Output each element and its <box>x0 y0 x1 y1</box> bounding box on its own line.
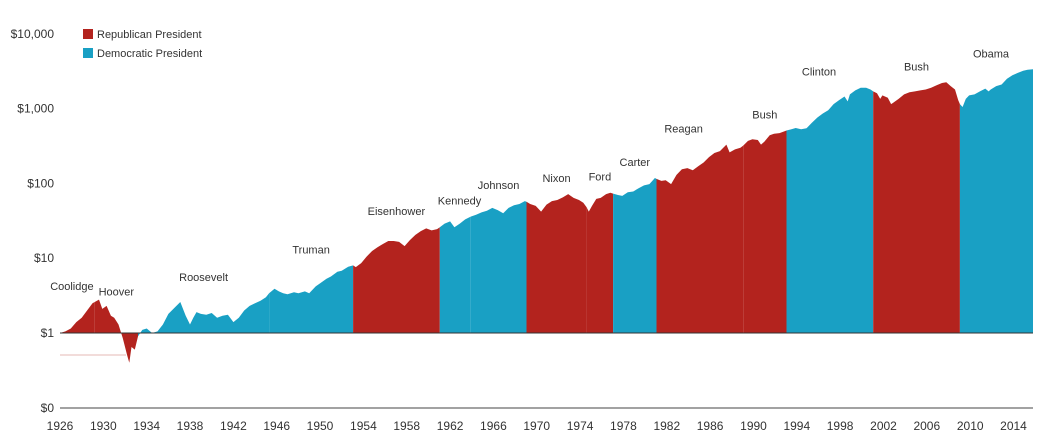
president-label-clinton: Clinton <box>802 67 836 79</box>
x-tick-label: 2014 <box>1000 419 1027 433</box>
x-tick-label: 1990 <box>740 419 767 433</box>
legend: Republican President Democratic Presiden… <box>83 29 202 60</box>
president-label-bush: Bush <box>904 61 929 73</box>
president-label-coolidge: Coolidge <box>50 281 93 293</box>
president-label-eisenhower: Eisenhower <box>368 206 426 218</box>
area-bush-11 <box>743 130 787 333</box>
area-layer <box>60 69 1033 363</box>
x-tick-label: 2006 <box>913 419 940 433</box>
president-label-obama: Obama <box>973 48 1010 60</box>
x-tick-label: 1950 <box>307 419 334 433</box>
y-tick-label: $1 <box>41 326 55 340</box>
president-label-carter: Carter <box>620 157 651 169</box>
x-tick-label: 1978 <box>610 419 637 433</box>
president-label-truman: Truman <box>292 244 330 256</box>
area-carter-9 <box>613 178 657 333</box>
x-tick-label: 2010 <box>957 419 984 433</box>
x-tick-label: 1926 <box>47 419 74 433</box>
x-tick-label: 1974 <box>567 419 594 433</box>
x-tick-label: 1998 <box>827 419 854 433</box>
president-label-reagan: Reagan <box>664 124 703 136</box>
x-tick-label: 1958 <box>393 419 420 433</box>
president-label-roosevelt: Roosevelt <box>179 272 228 284</box>
area-coolidge-0 <box>60 302 95 333</box>
area-truman-3 <box>269 265 354 333</box>
area-obama-14 <box>959 69 1033 334</box>
president-label-kennedy: Kennedy <box>438 196 482 208</box>
area-bush-13 <box>873 82 960 333</box>
legend-swatch-republican <box>83 29 93 39</box>
y-tick-label: $100 <box>27 176 54 190</box>
area-kennedy-5 <box>439 216 471 333</box>
area-eisenhower-4 <box>353 227 440 333</box>
area-hoover-1 <box>94 299 138 363</box>
president-label-johnson: Johnson <box>478 180 520 192</box>
area-ford-8 <box>586 192 614 333</box>
x-tick-label: 2002 <box>870 419 897 433</box>
y-tick-label: $10 <box>34 251 54 265</box>
area-reagan-10 <box>656 144 744 333</box>
x-tick-label: 1966 <box>480 419 507 433</box>
president-labels: Coolidge Hoover Roosevelt Truman Eisenhower K… <box>50 48 1010 298</box>
x-tick-label: 1934 <box>133 419 160 433</box>
area-clinton-12 <box>786 87 874 333</box>
x-tick-label: 1970 <box>523 419 550 433</box>
x-tick-label: 1994 <box>783 419 810 433</box>
x-tick-label: 1946 <box>263 419 290 433</box>
x-tick-label: 1962 <box>437 419 464 433</box>
x-tick-labels: 1926 1930 1934 1938 1942 1946 1950 1954 1958 1962… <box>47 419 1028 433</box>
president-label-bush: Bush <box>752 110 777 122</box>
y-tick-label: $10,000 <box>11 27 55 41</box>
x-tick-label: 1954 <box>350 419 377 433</box>
x-tick-label: 1942 <box>220 419 247 433</box>
y-tick-label: $0 <box>41 401 55 415</box>
y-tick-label: $1,000 <box>17 102 54 116</box>
area-nixon-7 <box>526 194 587 333</box>
area-johnson-6 <box>470 201 527 333</box>
y-tick-labels: $0 $1 $10 $100 $1,000 $10,000 <box>11 27 55 415</box>
legend-swatch-democratic <box>83 48 93 58</box>
president-label-ford: Ford <box>589 172 612 184</box>
president-label-nixon: Nixon <box>542 173 570 185</box>
president-label-hoover: Hoover <box>99 287 135 299</box>
area-roosevelt-2 <box>138 293 270 337</box>
x-tick-label: 1982 <box>653 419 680 433</box>
x-tick-label: 1930 <box>90 419 117 433</box>
axes-layer <box>60 332 1033 409</box>
x-tick-label: 1938 <box>177 419 204 433</box>
legend-label-republican: Republican President <box>97 29 202 41</box>
legend-label-democratic: Democratic President <box>97 48 202 60</box>
x-tick-label: 1986 <box>697 419 724 433</box>
